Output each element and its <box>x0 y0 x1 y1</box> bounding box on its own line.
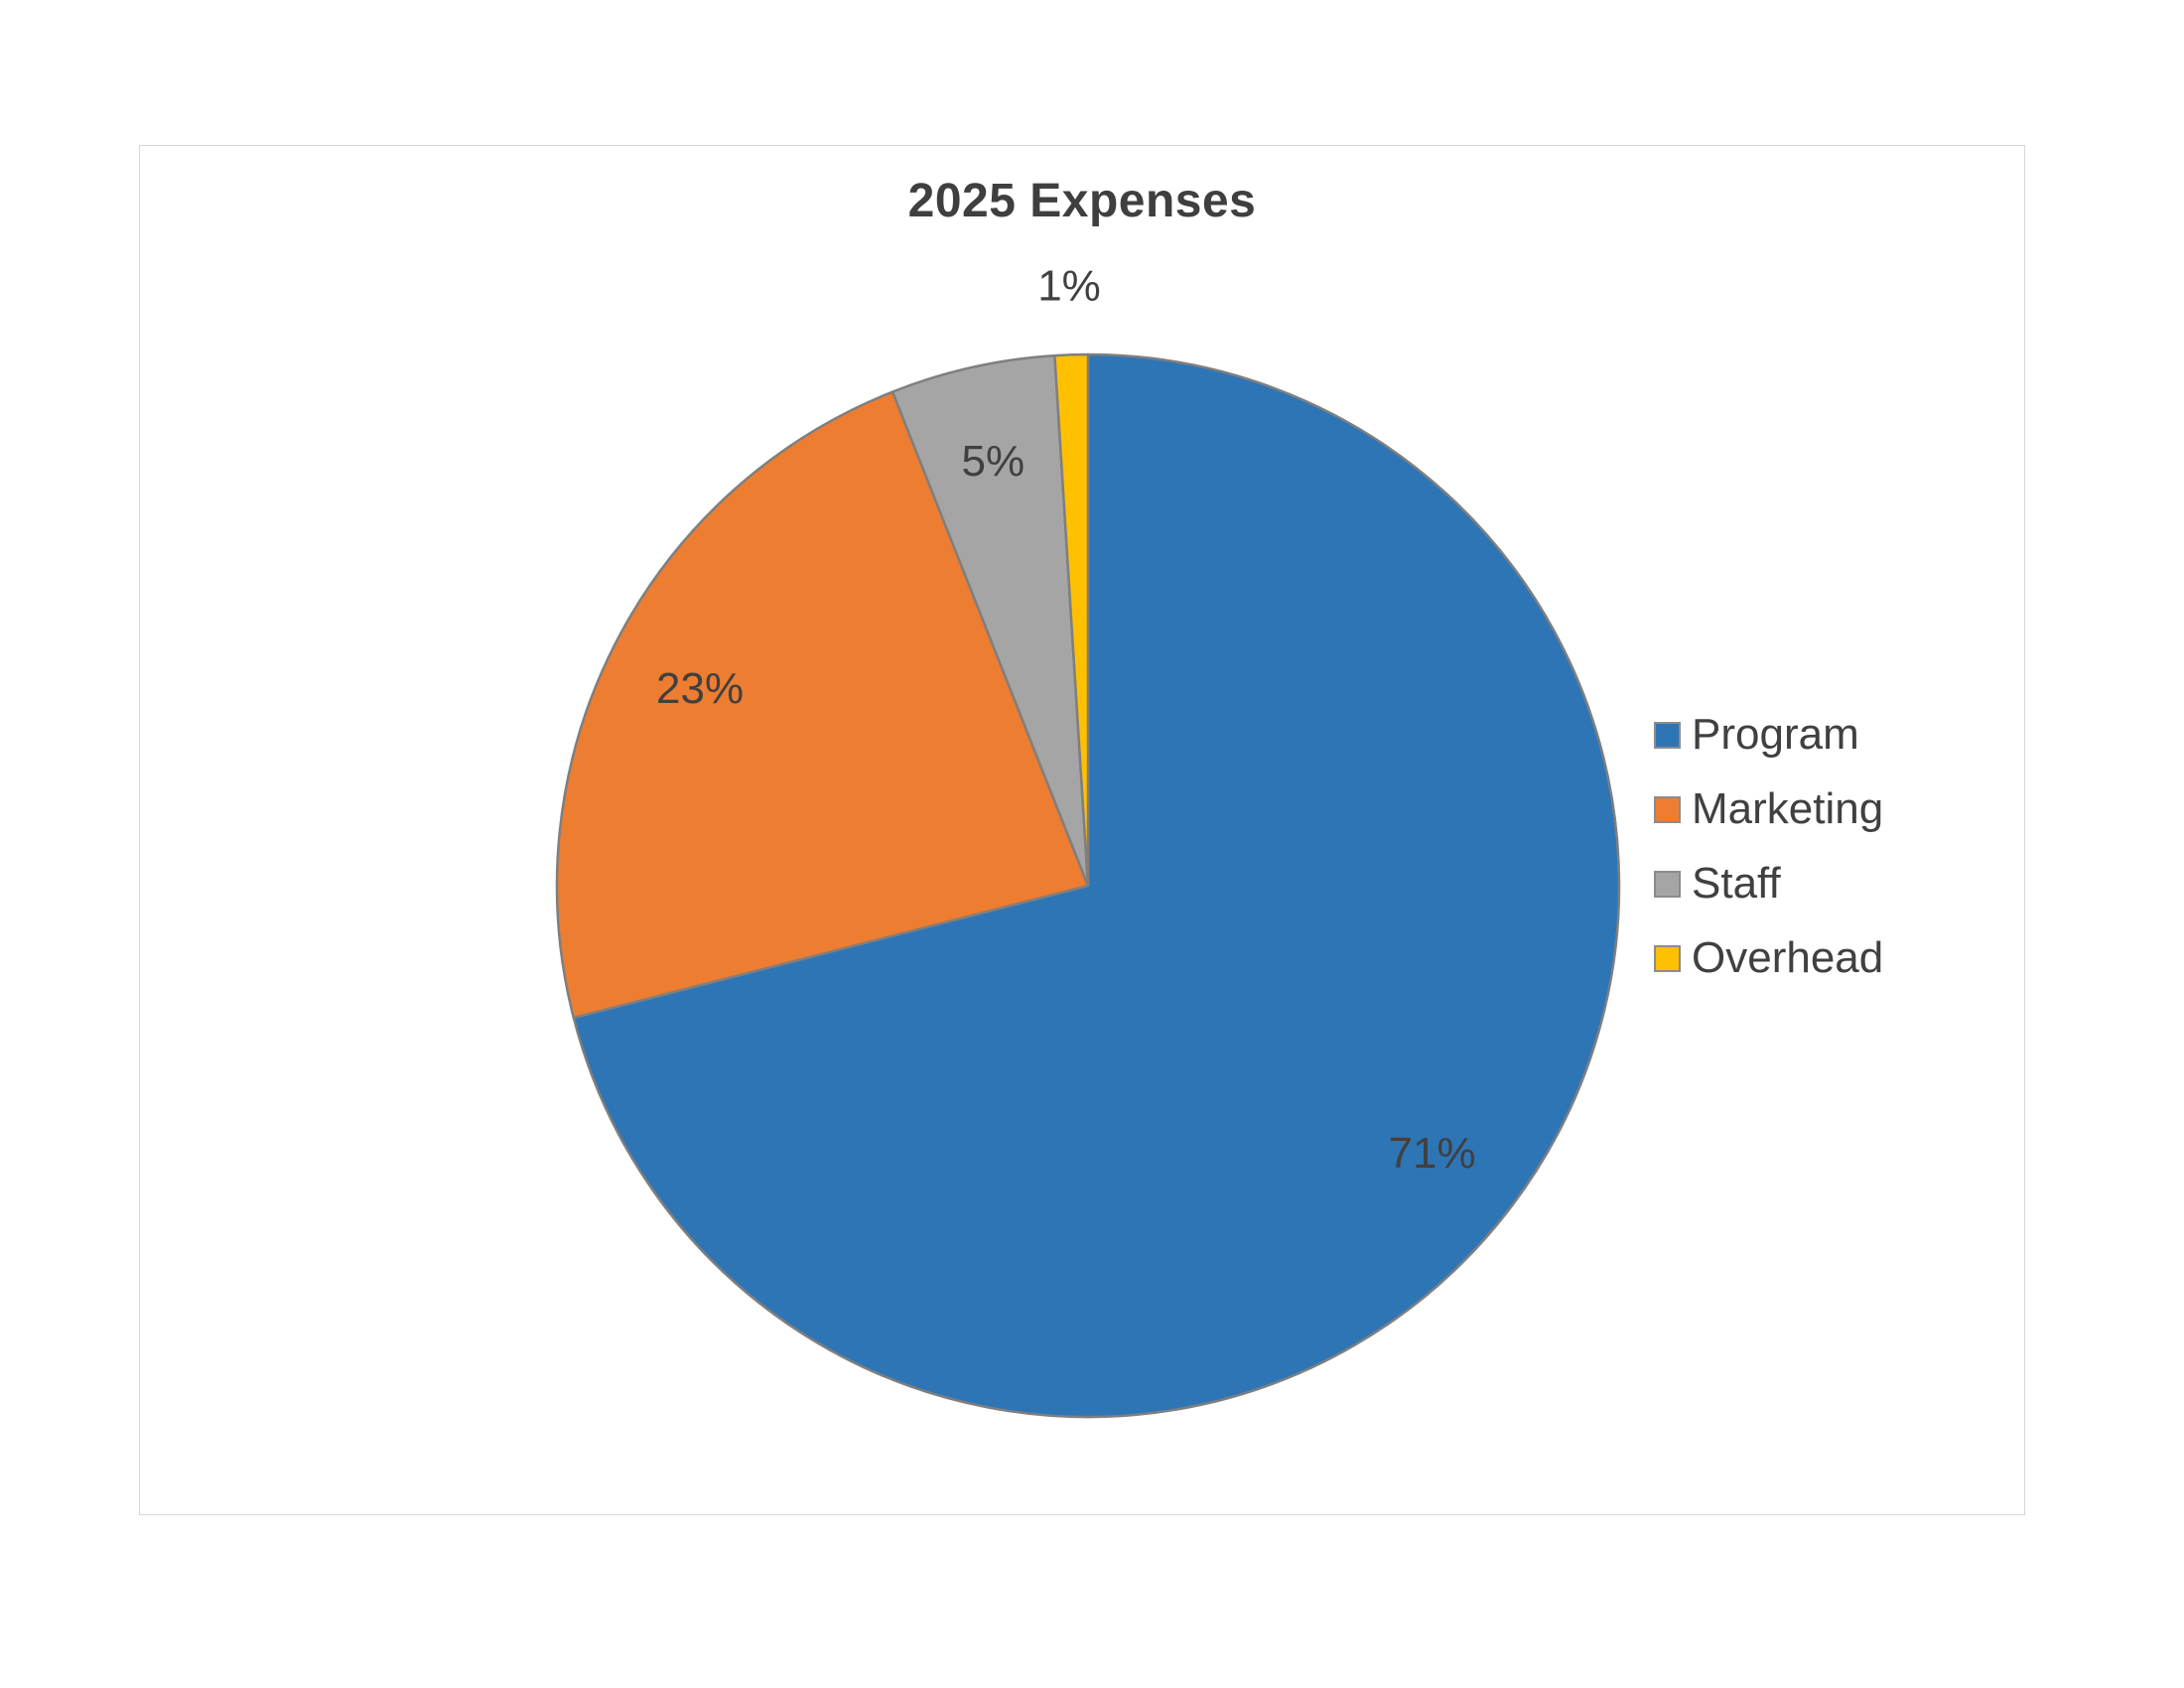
legend-swatch-overhead <box>1654 944 1681 972</box>
pie-slice-overhead <box>1053 352 1090 888</box>
data-label-marketing: 23% <box>656 664 744 713</box>
chart-title: 2025 Expenses <box>907 175 1257 227</box>
legend-swatch-staff <box>1654 870 1681 898</box>
legend-label-marketing: Marketing <box>1692 784 1884 833</box>
legend: Program Marketing Staff Overhead <box>1654 710 1883 983</box>
legend-item-overhead: Overhead <box>1654 933 1883 983</box>
pie-slice-marketing <box>555 390 1090 1020</box>
legend-swatch-program <box>1654 721 1681 749</box>
chart-area: 2025 Expenses 71% 23% 5% 1% Program Marketin… <box>139 145 2025 1515</box>
pie-slice-program <box>572 352 1621 1419</box>
legend-label-staff: Staff <box>1692 859 1781 908</box>
data-label-overhead: 1% <box>1037 262 1101 311</box>
legend-swatch-marketing <box>1654 795 1681 823</box>
pie-slice-staff <box>890 353 1090 888</box>
data-label-staff: 5% <box>962 437 1025 486</box>
data-label-program: 71% <box>1389 1129 1476 1178</box>
legend-label-program: Program <box>1692 710 1859 759</box>
legend-item-program: Program <box>1654 710 1883 760</box>
pie-chart: 71% 23% 5% 1% <box>555 262 1621 1419</box>
legend-item-staff: Staff <box>1654 859 1883 909</box>
legend-item-marketing: Marketing <box>1654 784 1883 834</box>
legend-label-overhead: Overhead <box>1692 933 1884 982</box>
